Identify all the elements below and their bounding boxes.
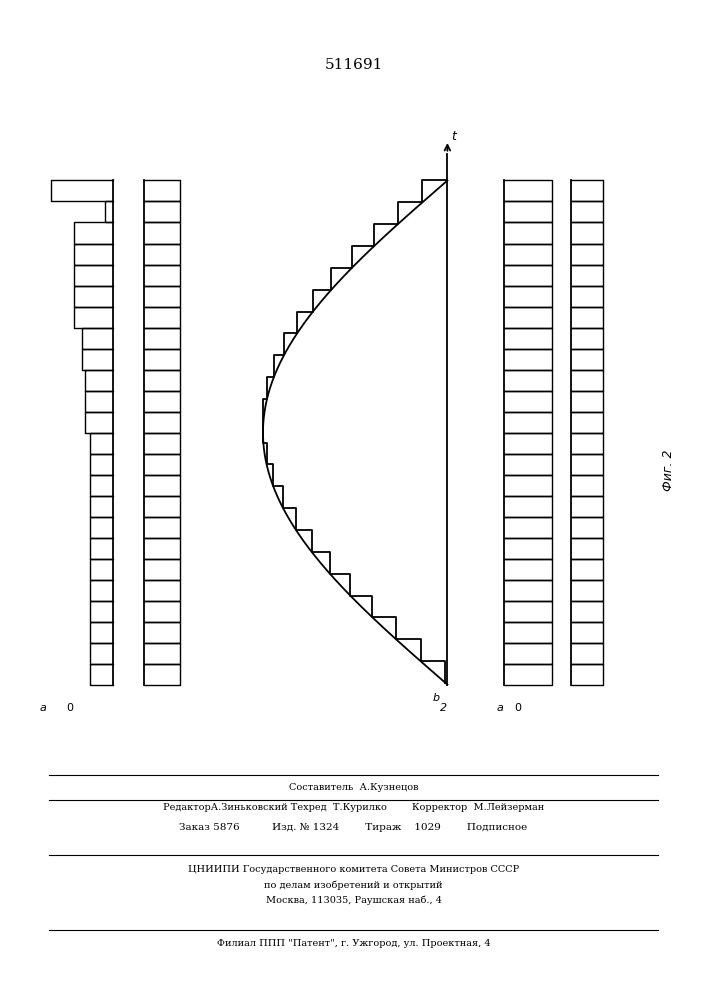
Text: Филиал ППП "Патент", г. Ужгород, ул. Проектная, 4: Филиал ППП "Патент", г. Ужгород, ул. Про… xyxy=(216,938,491,948)
Text: 0: 0 xyxy=(66,703,74,713)
Text: 2: 2 xyxy=(440,703,448,713)
Text: ЦНИИПИ Государственного комитета Совета Министров СССР: ЦНИИПИ Государственного комитета Совета … xyxy=(188,865,519,874)
Text: РедакторА.Зиньковский Техред  Т.Курилко        Корректор  М.Лейзерман: РедакторА.Зиньковский Техред Т.Курилко К… xyxy=(163,804,544,812)
Text: Заказ 5876          Изд. № 1324        Тираж    1029        Подписное: Заказ 5876 Изд. № 1324 Тираж 1029 Подпис… xyxy=(180,824,527,832)
Text: по делам изобретений и открытий: по делам изобретений и открытий xyxy=(264,880,443,890)
Text: t: t xyxy=(451,130,456,143)
Text: Составитель  А.Кузнецов: Составитель А.Кузнецов xyxy=(288,782,419,792)
Text: a: a xyxy=(496,703,503,713)
Text: a: a xyxy=(40,703,47,713)
Text: 0: 0 xyxy=(514,703,521,713)
Text: Москва, 113035, Раушская наб., 4: Москва, 113035, Раушская наб., 4 xyxy=(266,895,441,905)
Text: b: b xyxy=(433,693,440,703)
Text: 511691: 511691 xyxy=(325,58,382,72)
Text: Фиг. 2: Фиг. 2 xyxy=(662,449,674,491)
